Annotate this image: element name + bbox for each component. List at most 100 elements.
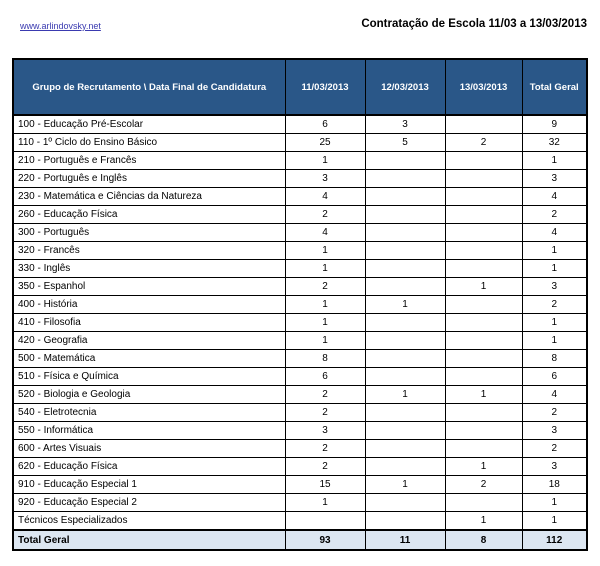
cell-value <box>444 295 523 314</box>
cell-value <box>364 151 446 170</box>
cell-value: 1 <box>284 241 366 260</box>
cell-value: 2 <box>284 205 366 224</box>
cell-value: 4 <box>284 223 366 242</box>
header-row: Grupo de Recrutamento \ Data Final de Ca… <box>12 58 588 116</box>
cell-value <box>364 205 446 224</box>
cell-value: 2 <box>284 439 366 458</box>
row-label: 260 - Educação Física <box>12 205 286 224</box>
cell-value: 4 <box>521 223 588 242</box>
header-cell-group: Grupo de Recrutamento \ Data Final de Ca… <box>12 58 286 116</box>
page-title: Contratação de Escola 11/03 a 13/03/2013 <box>361 18 587 30</box>
cell-value: 6 <box>521 367 588 386</box>
cell-value <box>444 151 523 170</box>
cell-value: 1 <box>284 331 366 350</box>
cell-value <box>444 259 523 278</box>
header-cell-total: Total Geral <box>521 58 588 116</box>
data-table: Grupo de Recrutamento \ Data Final de Ca… <box>12 58 588 551</box>
cell-value: 15 <box>284 475 366 494</box>
cell-value <box>364 439 446 458</box>
cell-value: 1 <box>521 493 588 512</box>
table-row: 600 - Artes Visuais 2 2 <box>12 439 588 458</box>
cell-value: 1 <box>521 241 588 260</box>
table-row: 220 - Português e Inglês 3 3 <box>12 169 588 188</box>
cell-value: 6 <box>284 367 366 386</box>
cell-value: 1 <box>521 511 588 531</box>
cell-value: 3 <box>284 421 366 440</box>
cell-value <box>364 349 446 368</box>
row-label: 910 - Educação Especial 1 <box>12 475 286 494</box>
row-label: 500 - Matemática <box>12 349 286 368</box>
cell-value <box>444 367 523 386</box>
table-row: 540 - Eletrotecnia 2 2 <box>12 403 588 422</box>
table-row: 620 - Educação Física 2 1 3 <box>12 457 588 476</box>
cell-value: 2 <box>521 403 588 422</box>
header-cell-date-1: 11/03/2013 <box>284 58 366 116</box>
row-label: 510 - Física e Química <box>12 367 286 386</box>
cell-value <box>364 277 446 296</box>
cell-value <box>444 169 523 188</box>
total-row: Total Geral 93 11 8 112 <box>12 529 588 551</box>
cell-value: 4 <box>284 187 366 206</box>
cell-value <box>444 349 523 368</box>
cell-value: 8 <box>284 349 366 368</box>
cell-value: 1 <box>364 385 446 404</box>
table-row: 510 - Física e Química 6 6 <box>12 367 588 386</box>
cell-value: 2 <box>284 277 366 296</box>
cell-value <box>364 331 446 350</box>
row-label: 400 - História <box>12 295 286 314</box>
cell-value: 32 <box>521 133 588 152</box>
table-row: 260 - Educação Física 2 2 <box>12 205 588 224</box>
header-cell-date-2: 12/03/2013 <box>364 58 446 116</box>
table-row: 320 - Francês 1 1 <box>12 241 588 260</box>
table-row: 110 - 1º Ciclo do Ensino Básico 25 5 2 32 <box>12 133 588 152</box>
cell-value: 6 <box>284 114 366 134</box>
cell-value: 2 <box>521 205 588 224</box>
cell-value: 2 <box>521 439 588 458</box>
cell-value <box>284 511 366 531</box>
site-link[interactable]: www.arlindovsky.net <box>20 21 101 31</box>
total-cell: 8 <box>444 529 523 551</box>
cell-value <box>364 367 446 386</box>
cell-value: 3 <box>521 457 588 476</box>
row-label: 420 - Geografia <box>12 331 286 350</box>
cell-value <box>364 169 446 188</box>
cell-value <box>364 259 446 278</box>
cell-value <box>444 331 523 350</box>
row-label: 100 - Educação Pré-Escolar <box>12 114 286 134</box>
total-row-label: Total Geral <box>12 529 286 551</box>
cell-value: 1 <box>444 457 523 476</box>
row-label: 520 - Biologia e Geologia <box>12 385 286 404</box>
row-label: Técnicos Especializados <box>12 511 286 531</box>
table-row: 100 - Educação Pré-Escolar 6 3 9 <box>12 114 588 134</box>
cell-value <box>444 403 523 422</box>
cell-value <box>364 241 446 260</box>
row-label: 210 - Português e Francês <box>12 151 286 170</box>
cell-value: 1 <box>521 151 588 170</box>
cell-value: 5 <box>364 133 446 152</box>
total-cell: 112 <box>521 529 588 551</box>
row-label: 540 - Eletrotecnia <box>12 403 286 422</box>
cell-value <box>444 187 523 206</box>
cell-value <box>444 439 523 458</box>
cell-value: 2 <box>284 385 366 404</box>
table-row: 500 - Matemática 8 8 <box>12 349 588 368</box>
cell-value: 2 <box>284 403 366 422</box>
cell-value: 1 <box>521 313 588 332</box>
row-label: 300 - Português <box>12 223 286 242</box>
cell-value <box>364 403 446 422</box>
table-row: 910 - Educação Especial 1 15 1 2 18 <box>12 475 588 494</box>
cell-value: 3 <box>284 169 366 188</box>
cell-value: 4 <box>521 385 588 404</box>
cell-value <box>444 114 523 134</box>
cell-value: 1 <box>284 151 366 170</box>
table-body: 100 - Educação Pré-Escolar 6 3 9 110 - 1º Ci… <box>12 114 588 531</box>
cell-value: 1 <box>444 277 523 296</box>
cell-value: 2 <box>444 475 523 494</box>
table-row: 300 - Português 4 4 <box>12 223 588 242</box>
row-label: 350 - Espanhol <box>12 277 286 296</box>
total-cell: 11 <box>364 529 446 551</box>
cell-value: 1 <box>444 385 523 404</box>
cell-value: 2 <box>521 295 588 314</box>
cell-value: 1 <box>364 295 446 314</box>
